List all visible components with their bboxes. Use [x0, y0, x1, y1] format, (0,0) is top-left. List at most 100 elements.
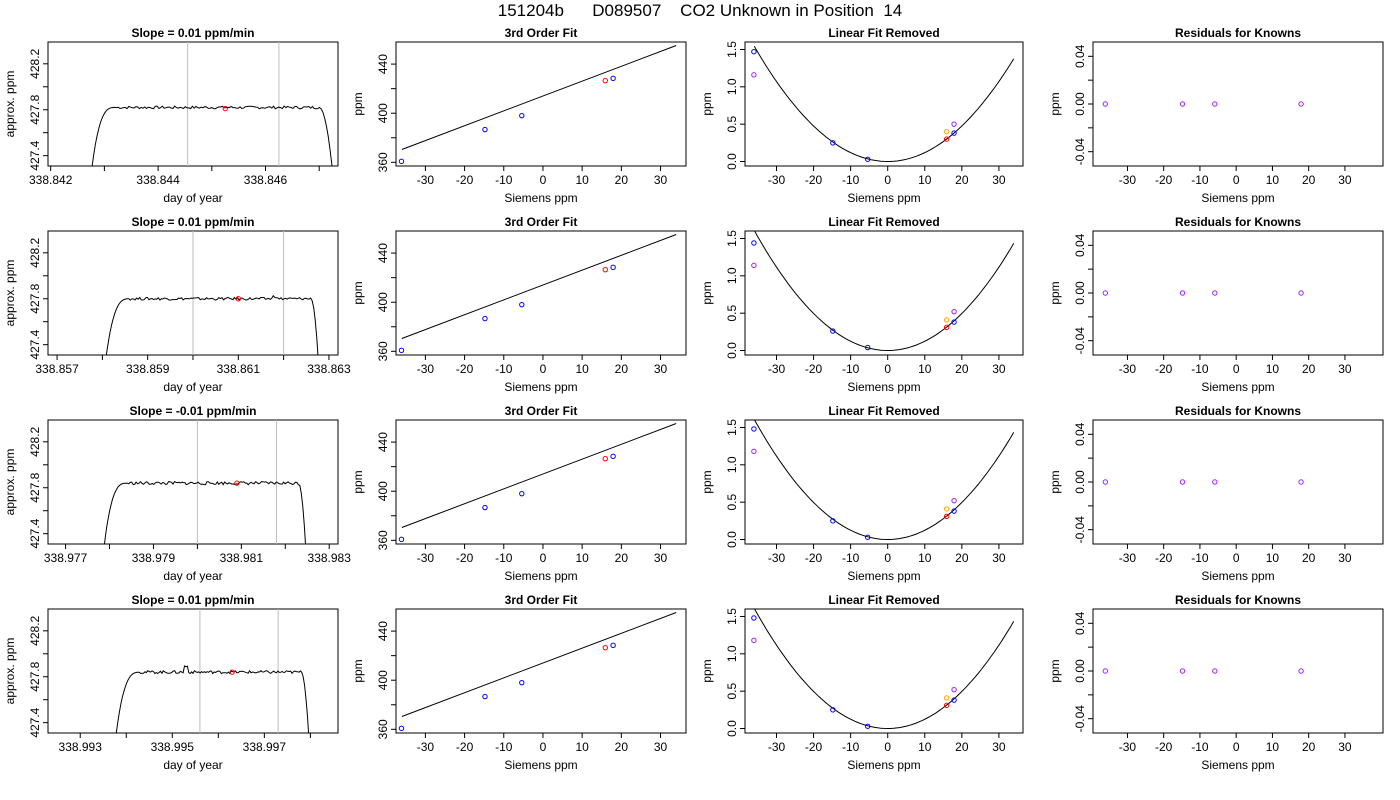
- x-tick-label: 0: [884, 173, 891, 187]
- x-tick-label: 20: [615, 173, 629, 187]
- data-point: [951, 319, 957, 325]
- x-tick-label: 20: [615, 740, 629, 754]
- x-tick-label: 0: [540, 551, 547, 565]
- y-axis-label: ppm: [1048, 470, 1062, 493]
- data-point: [519, 301, 525, 308]
- x-tick-label: 338.977: [44, 551, 88, 565]
- data-point: [751, 448, 757, 455]
- x-tick-label: -30: [1119, 362, 1137, 376]
- panel-title: 3rd Order Fit: [505, 26, 578, 40]
- x-tick-label: -20: [805, 362, 823, 376]
- data-point: [1298, 668, 1304, 674]
- y-axis-label: approx. ppm: [3, 638, 17, 705]
- plot-area: [751, 609, 1015, 729]
- y-tick-label: 0.04: [1073, 422, 1087, 446]
- data-point: [602, 77, 608, 84]
- x-tick-label: 0: [884, 551, 891, 565]
- plot-frame: [744, 419, 1024, 545]
- y-tick-label: 1.0: [725, 267, 739, 284]
- y-tick-label: 427.8: [28, 472, 42, 502]
- y-tick-label: 1.0: [725, 456, 739, 473]
- plot-area: [105, 231, 319, 355]
- y-axis-label: ppm: [1048, 92, 1062, 115]
- x-tick-label: 338.857: [35, 362, 79, 376]
- y-tick-label: 428.2: [28, 237, 42, 267]
- y-tick-label: 0.5: [725, 683, 739, 700]
- y-tick-label: 1.5: [725, 419, 739, 436]
- panel-r3-c1: 3rd Order Fit Siemens ppm ppm -30 -20 -10 0 10 2…: [351, 593, 687, 772]
- x-tick-label: 10: [575, 362, 589, 376]
- fit-line: [401, 45, 677, 150]
- data-point: [943, 702, 950, 709]
- y-axis-label: ppm: [700, 659, 714, 682]
- x-tick-label: 10: [575, 740, 589, 754]
- panel-r2-c1: 3rd Order Fit Siemens ppm ppm -30 -20 -10 0 10 2…: [351, 404, 687, 583]
- x-tick-label: -20: [1155, 740, 1173, 754]
- y-tick-label: 0.0: [725, 531, 739, 548]
- plot-frame: [47, 419, 339, 545]
- y-tick-label: 0.00: [1073, 281, 1087, 305]
- data-point: [751, 240, 757, 246]
- data-point: [943, 695, 950, 701]
- plot-frame: [1092, 230, 1384, 356]
- y-axis-label: ppm: [351, 659, 365, 682]
- x-tick-label: 0: [540, 362, 547, 376]
- x-axis-label: day of year: [163, 758, 222, 772]
- y-tick-label: -0.04: [1073, 516, 1087, 544]
- data-point: [1179, 479, 1186, 485]
- y-tick-label: -0.04: [1073, 705, 1087, 733]
- panel-title: Slope = 0.01 ppm/min: [131, 593, 254, 607]
- co2-trace: [115, 665, 310, 733]
- y-tick-label: 440: [376, 54, 390, 74]
- x-tick-label: -20: [805, 551, 823, 565]
- x-tick-label: -20: [805, 173, 823, 187]
- plot-area: [398, 234, 677, 354]
- x-tick-label: -10: [1191, 740, 1209, 754]
- x-axis-label: Siemens ppm: [504, 380, 577, 394]
- y-tick-label: 0.04: [1073, 611, 1087, 635]
- x-tick-label: 30: [654, 173, 668, 187]
- plot-area: [751, 46, 1015, 162]
- plot-area: [1102, 668, 1304, 674]
- panel-title: Linear Fit Removed: [828, 26, 939, 40]
- data-point: [864, 534, 871, 540]
- plot-area: [91, 42, 333, 166]
- data-point: [1102, 101, 1109, 107]
- panel-r0-c2: Linear Fit Removed Siemens ppm ppm -30 -20 -1…: [700, 26, 1024, 205]
- y-tick-label: 0.04: [1073, 44, 1087, 68]
- plot-frame: [1092, 608, 1384, 734]
- x-tick-label: 338.993: [59, 740, 103, 754]
- x-tick-label: -20: [1155, 551, 1173, 565]
- x-tick-label: 338.983: [308, 551, 352, 565]
- data-point: [830, 518, 836, 524]
- y-axis-label: ppm: [351, 470, 365, 493]
- data-point: [1298, 290, 1304, 296]
- x-tick-label: -20: [456, 362, 474, 376]
- data-point: [398, 725, 405, 732]
- data-point: [1212, 290, 1218, 296]
- panel-r3-c2: Linear Fit Removed Siemens ppm ppm -30 -20 -1…: [700, 593, 1024, 772]
- x-tick-label: -30: [768, 740, 786, 754]
- x-tick-label: 20: [1302, 740, 1316, 754]
- panel-r1-c3: Residuals for Knowns Siemens ppm ppm -30 -20…: [1048, 215, 1384, 394]
- x-axis-label: Siemens ppm: [1201, 758, 1274, 772]
- y-axis-label: ppm: [351, 281, 365, 304]
- plot-frame: [744, 41, 1024, 167]
- panel-title: 3rd Order Fit: [505, 404, 578, 418]
- panel-r2-c0: Slope = -0.01 ppm/min day of year approx. …: [3, 404, 351, 583]
- data-point: [398, 347, 405, 354]
- x-tick-label: 0: [540, 740, 547, 754]
- data-point: [943, 513, 950, 520]
- y-tick-label: 440: [376, 243, 390, 263]
- fit-curve: [753, 46, 1015, 162]
- data-point: [751, 49, 757, 55]
- y-axis-label: ppm: [700, 281, 714, 304]
- fit-line: [401, 612, 677, 717]
- y-axis-label: approx. ppm: [3, 260, 17, 327]
- y-tick-label: 360: [376, 152, 390, 172]
- x-tick-label: -20: [1155, 173, 1173, 187]
- x-tick-label: 20: [955, 362, 969, 376]
- y-tick-label: 400: [376, 103, 390, 123]
- mean-marker: [222, 105, 228, 112]
